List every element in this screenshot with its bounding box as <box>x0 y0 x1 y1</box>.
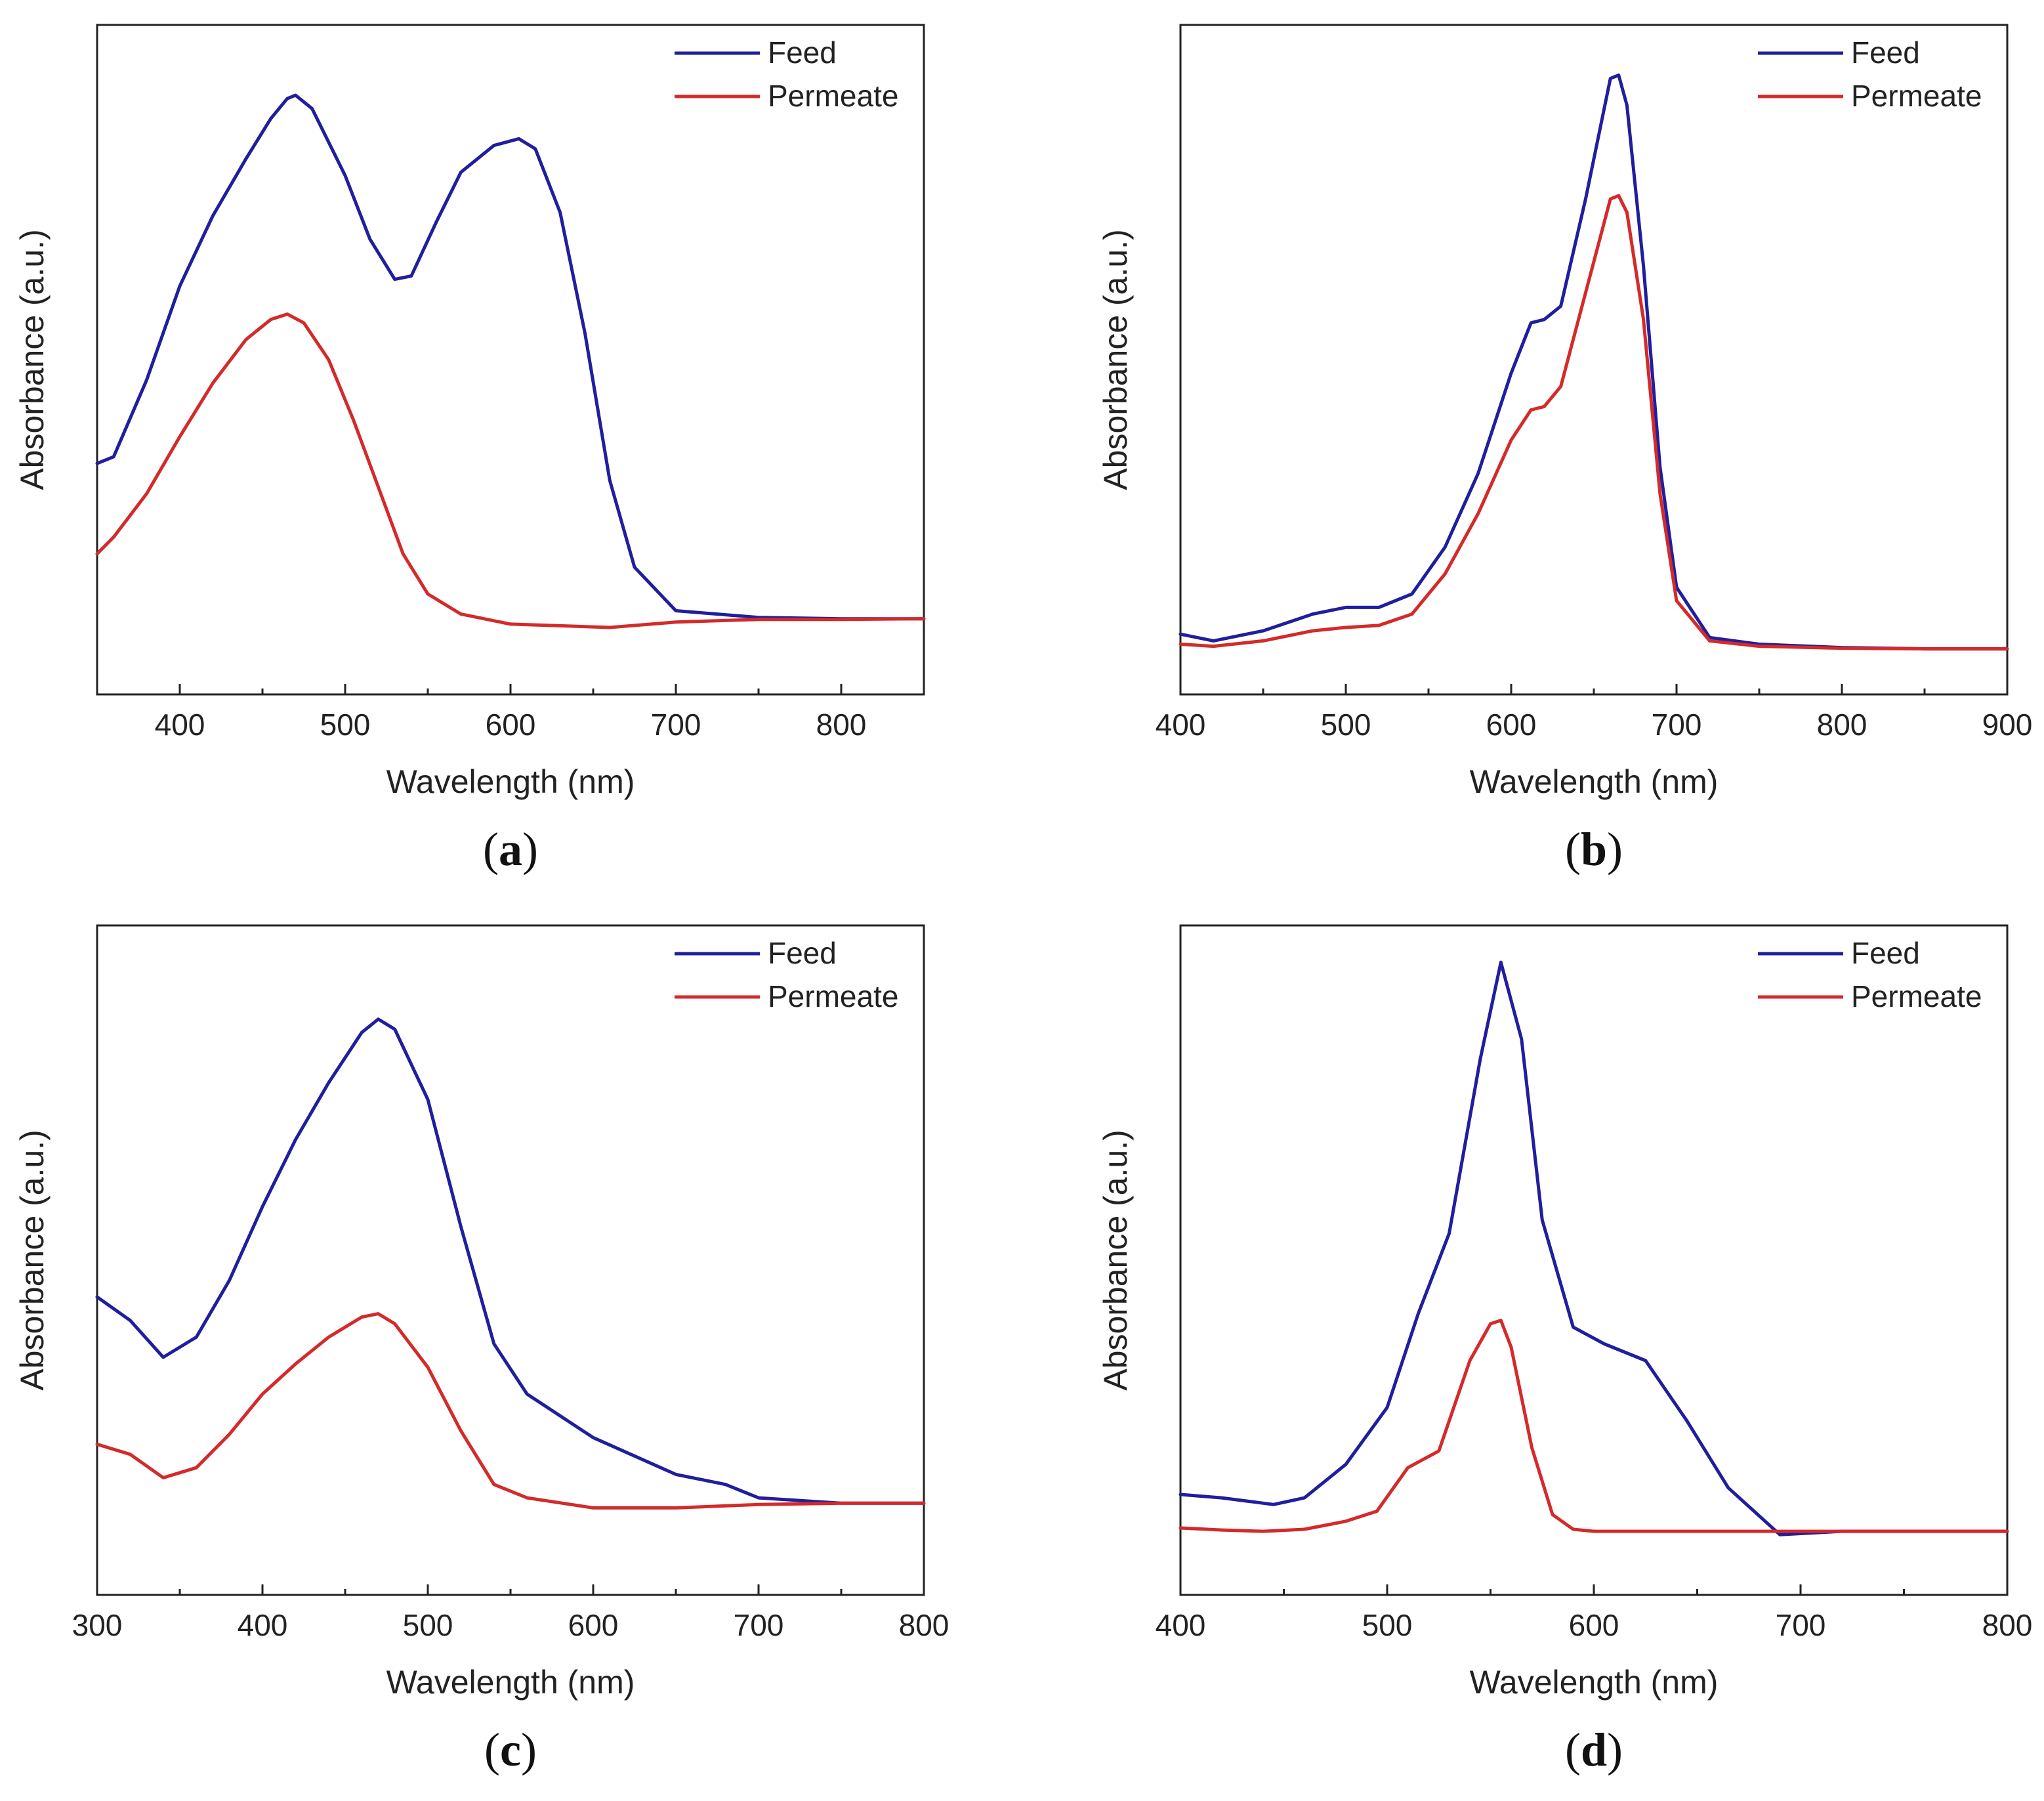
chart-a-svg: 400 500 600 700 800 Wavelength (nm) Absorbance… <box>14 24 926 876</box>
panel-caption: (a) <box>483 823 538 876</box>
legend-label-feed: Feed <box>1851 35 1920 70</box>
x-tick-label: 600 <box>486 708 536 742</box>
plot-frame <box>96 924 925 1596</box>
chart-panel-d: 400 500 600 700 800 Wavelength (nm) Absorbance… <box>1022 900 2043 1801</box>
x-tick-label: 800 <box>816 708 867 742</box>
x-tick-label: 700 <box>1776 1608 1826 1642</box>
legend-label-permeate: Permeate <box>1851 79 1982 113</box>
x-tick-label: 600 <box>1486 708 1537 742</box>
y-axis-title: Absorbance (a.u.) <box>14 229 51 490</box>
y-axis-title: Absorbance (a.u.) <box>1097 1130 1134 1390</box>
panel-caption: (c) <box>484 1724 537 1776</box>
x-tick-label: 500 <box>320 708 371 742</box>
x-tick-label: 300 <box>72 1608 123 1642</box>
chart-c-svg: 300 400 500 600 700 800 Wavelength (nm) Absorba… <box>14 924 949 1776</box>
x-tick-label: 400 <box>1156 708 1206 742</box>
x-tick-label: 600 <box>1569 1608 1619 1642</box>
x-tick-label: 400 <box>155 708 205 742</box>
x-tick-label: 500 <box>403 1608 453 1642</box>
x-tick-label: 900 <box>1982 708 2033 742</box>
x-axis-title: Wavelength (nm) <box>386 1664 635 1701</box>
chart-d-svg: 400 500 600 700 800 Wavelength (nm) Absorbance… <box>1097 924 2033 1776</box>
legend-label-feed: Feed <box>768 35 837 70</box>
y-axis-title: Absorbance (a.u.) <box>14 1130 51 1390</box>
chart-b-svg: 400 500 600 700 800 900 Wavelength (nm) Absorba… <box>1097 24 2033 876</box>
x-tick-label: 600 <box>568 1608 619 1642</box>
x-tick-label: 500 <box>1362 1608 1413 1642</box>
series-line-feed <box>95 1017 926 1505</box>
x-tick-label: 700 <box>734 1608 784 1642</box>
chart-panel-a: 400 500 600 700 800 Wavelength (nm) Absorbance… <box>0 0 1022 900</box>
series-line-feed <box>95 93 926 621</box>
series-line-feed <box>1178 960 2009 1536</box>
plot-frame <box>96 24 925 696</box>
x-tick-label: 700 <box>651 708 701 742</box>
plot-frame <box>1179 924 2009 1596</box>
x-tick-label: 700 <box>1652 708 1702 742</box>
panel-caption: (b) <box>1565 823 1623 876</box>
x-axis-title: Wavelength (nm) <box>1470 1664 1719 1701</box>
panel-caption: (d) <box>1565 1724 1623 1776</box>
series-line-permeate <box>1178 194 2009 651</box>
x-tick-label: 400 <box>238 1608 288 1642</box>
series-line-permeate <box>95 1312 926 1510</box>
y-axis-title: Absorbance (a.u.) <box>1097 229 1134 490</box>
x-axis-title: Wavelength (nm) <box>386 763 635 800</box>
x-tick-label: 800 <box>1817 708 1867 742</box>
x-tick-label: 800 <box>1982 1608 2033 1642</box>
chart-panel-b: 400 500 600 700 800 900 Wavelength (nm) Absorba… <box>1022 0 2043 900</box>
series-line-feed <box>1178 74 2009 651</box>
series-line-permeate <box>95 312 926 629</box>
legend-label-permeate: Permeate <box>1851 979 1982 1013</box>
x-tick-label: 400 <box>1156 1608 1206 1642</box>
x-tick-label: 800 <box>899 1608 949 1642</box>
legend-label-feed: Feed <box>1851 936 1920 970</box>
x-tick-label: 500 <box>1321 708 1371 742</box>
series-line-permeate <box>1178 1319 2009 1533</box>
plot-frame <box>1179 24 2009 696</box>
legend-label-feed: Feed <box>768 936 837 970</box>
legend-label-permeate: Permeate <box>768 979 898 1013</box>
legend-label-permeate: Permeate <box>768 79 898 113</box>
x-axis-title: Wavelength (nm) <box>1470 763 1719 800</box>
chart-panel-c: 300 400 500 600 700 800 Wavelength (nm) Absorba… <box>0 900 1022 1801</box>
